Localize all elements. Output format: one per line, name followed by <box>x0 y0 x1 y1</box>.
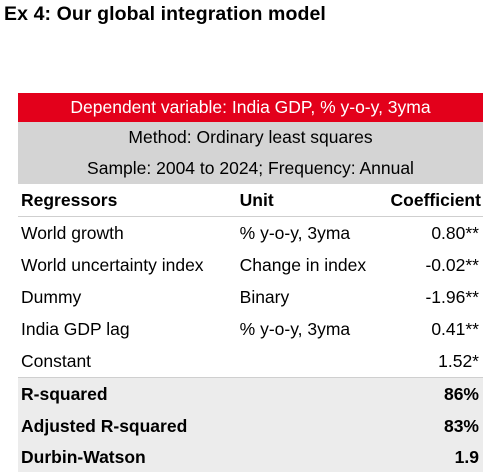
header-coefficient: Coefficient <box>390 189 481 210</box>
regressor-name: Dummy <box>21 286 82 307</box>
table-row: World uncertainty index Change in index … <box>18 249 483 281</box>
regressor-coefficient: -0.02** <box>425 254 479 275</box>
table-row: Constant 1.52* <box>18 345 483 378</box>
header-unit: Unit <box>239 189 274 210</box>
regressor-coefficient: 1.52* <box>387 345 483 378</box>
regressor-name: World uncertainty index <box>21 254 204 275</box>
regressor-unit: % y-o-y, 3yma <box>239 318 351 339</box>
regression-table: Dependent variable: India GDP, % y-o-y, … <box>18 93 483 472</box>
stat-label: Durbin-Watson <box>18 442 388 472</box>
dependent-variable-row: Dependent variable: India GDP, % y-o-y, … <box>18 93 483 122</box>
regressor-coefficient: 0.41** <box>431 318 479 339</box>
regressor-unit: Change in index <box>239 254 367 275</box>
stat-label: R-squared <box>18 377 388 410</box>
header-regressors: Regressors <box>21 189 118 210</box>
stat-value: 1.9 <box>387 442 483 472</box>
table-row: India GDP lag % y-o-y, 3yma 0.41** <box>18 313 483 345</box>
sample-row: Sample: 2004 to 2024; Frequency: Annual <box>18 153 483 184</box>
method-row: Method: Ordinary least squares <box>18 122 483 153</box>
stat-row: Adjusted R-squared 83% <box>18 410 483 442</box>
stat-row: Durbin-Watson 1.9 <box>18 442 483 472</box>
stat-value: 86% <box>387 377 483 410</box>
regressor-name: Constant <box>18 345 237 378</box>
table-row: World growth % y-o-y, 3yma 0.80** <box>18 216 483 249</box>
sample-label: Sample: 2004 to 2024; Frequency: Annual <box>18 153 483 184</box>
stat-label: Adjusted R-squared <box>18 410 388 442</box>
regressor-unit: % y-o-y, 3yma <box>236 216 388 249</box>
stat-value: 83% <box>387 410 483 442</box>
regressor-unit: Binary <box>239 286 290 307</box>
stat-row: R-squared 86% <box>18 377 483 410</box>
regressor-unit <box>236 345 388 378</box>
dependent-variable-label: Dependent variable: India GDP, % y-o-y, … <box>18 93 483 122</box>
column-header-row: Regressors Unit Coefficient <box>18 184 483 217</box>
regressor-name: World growth <box>18 216 237 249</box>
method-label: Method: Ordinary least squares <box>18 122 483 153</box>
regressor-name: India GDP lag <box>21 318 130 339</box>
regressor-coefficient: -1.96** <box>425 286 479 307</box>
table-row: Dummy Binary -1.96** <box>18 281 483 313</box>
regressor-coefficient: 0.80** <box>387 216 483 249</box>
exhibit-title: Ex 4: Our global integration model <box>4 3 326 25</box>
